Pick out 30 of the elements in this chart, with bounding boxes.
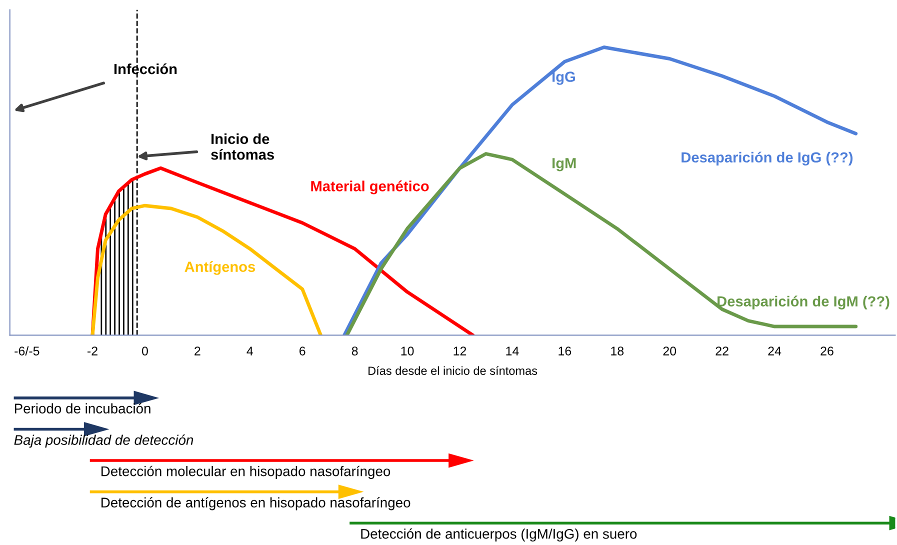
x-tick-label: 4 (246, 346, 254, 356)
series-label: IgG (552, 72, 575, 85)
x-tick-label: 18 (611, 346, 624, 356)
category-label: Baja posibilidad de detección (14, 434, 194, 448)
x-tick-label: 24 (768, 346, 782, 356)
x-axis-title: Días desde el inicio de síntomas (368, 366, 538, 375)
x-tick-label: 8 (352, 346, 358, 356)
category-label: Detección de antígenos en hisopado nasofaríngeo (102, 497, 410, 510)
x-tick-label: 16 (558, 346, 572, 356)
annotation: Desaparición de IgG (??) (682, 152, 853, 166)
category-label: Periodo de incubación (14, 403, 150, 414)
x-tick-label: 26 (820, 346, 834, 356)
series-label: IgM (552, 158, 576, 172)
annotation: Inicio de síntomas (211, 133, 274, 160)
annotation: Infección (114, 63, 177, 74)
x-tick-label: 14 (506, 346, 519, 356)
x-tick-label: 0 (142, 346, 148, 356)
x-tick-label: -2 (87, 346, 98, 356)
series-label: Antígenos (184, 261, 256, 275)
x-tick-label: 12 (454, 346, 466, 356)
x-tick-label: 2 (194, 346, 200, 356)
text: Material genético (311, 180, 429, 194)
x-tick-label: 22 (716, 346, 728, 356)
category-label: Detección de anticuerpos (IgM/IgG) en suero (361, 528, 637, 542)
x-tick-label: 20 (663, 346, 676, 356)
annotation: Desaparición de IgM (??) (718, 296, 890, 310)
x-tick-label: -6/-5 (14, 346, 40, 356)
category-label: Detección molecular en hisopado nasofaríngeo (102, 466, 390, 479)
x-tick-label: 10 (401, 346, 414, 356)
x-tick-label: 6 (300, 346, 306, 356)
